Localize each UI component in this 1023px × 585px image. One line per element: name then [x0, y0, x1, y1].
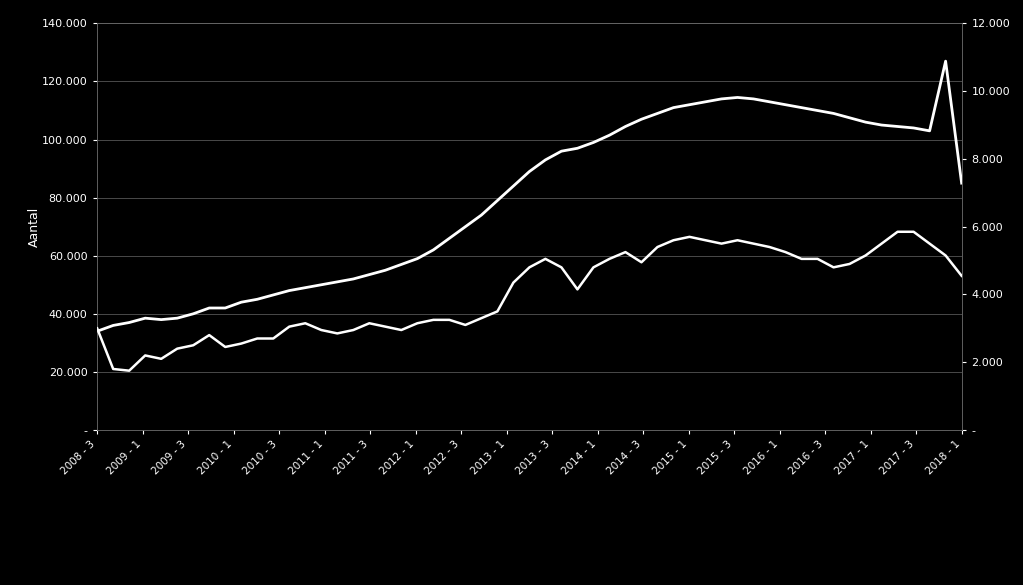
Y-axis label: Aantal: Aantal — [29, 207, 41, 247]
